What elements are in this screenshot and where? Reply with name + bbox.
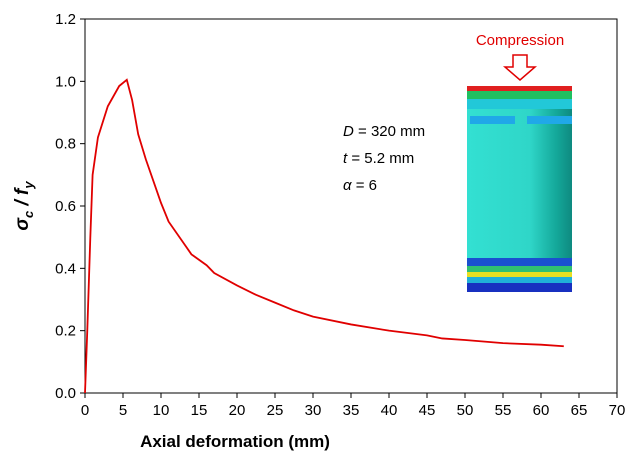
x-tick-label: 35	[343, 402, 360, 419]
y-label-part: y	[21, 181, 36, 190]
x-tick-label: 5	[119, 402, 127, 419]
x-tick-label: 20	[229, 402, 246, 419]
x-tick-label: 50	[457, 402, 474, 419]
annotation: t = 5.2 mm	[343, 150, 414, 167]
y-tick-label: 0.0	[55, 385, 76, 402]
x-tick-label: 65	[571, 402, 588, 419]
x-tick-label: 30	[305, 402, 322, 419]
x-tick-label: 60	[533, 402, 550, 419]
x-tick-label: 40	[381, 402, 398, 419]
annotation: α = 6	[343, 177, 377, 194]
x-tick-label: 45	[419, 402, 436, 419]
y-tick-label: 0.8	[55, 136, 76, 153]
inset-label: Compression	[476, 32, 564, 49]
y-tick-label: 0.4	[55, 260, 76, 277]
y-tick-label: 1.0	[55, 73, 76, 90]
y-tick-label: 0.6	[55, 198, 76, 215]
fe-model-image	[467, 55, 572, 292]
annotation-var: D	[343, 123, 354, 140]
y-tick-label: 0.2	[55, 323, 76, 340]
y-axis-label: σc / fy	[12, 181, 36, 231]
x-tick-label: 25	[267, 402, 284, 419]
annotation-text: = 6	[352, 177, 377, 194]
annotation: D = 320 mm	[343, 123, 425, 140]
x-tick-label: 55	[495, 402, 512, 419]
x-axis-label: Axial deformation (mm)	[140, 432, 330, 451]
annotation-text: = 320 mm	[354, 123, 425, 140]
chart: Compression Axial deformation (mm) σc / …	[0, 0, 630, 455]
x-tick-label: 15	[191, 402, 208, 419]
annotation-text: = 5.2 mm	[347, 150, 414, 167]
x-tick-label: 10	[153, 402, 170, 419]
x-tick-label: 0	[81, 402, 89, 419]
y-tick-label: 1.2	[55, 11, 76, 28]
x-tick-label: 70	[609, 402, 626, 419]
y-label-part: /	[12, 195, 33, 211]
